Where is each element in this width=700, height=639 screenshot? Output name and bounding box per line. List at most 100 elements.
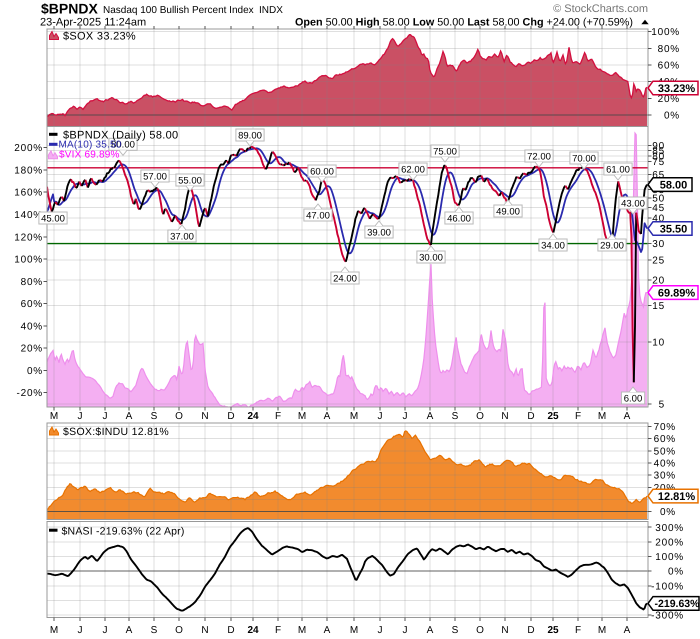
svg-text:$SOX:$INDU 12.81%: $SOX:$INDU 12.81% bbox=[63, 426, 169, 438]
svg-text:S: S bbox=[151, 625, 158, 636]
svg-text:-100%: -100% bbox=[651, 581, 684, 592]
svg-text:50: 50 bbox=[652, 193, 665, 204]
svg-text:F: F bbox=[275, 625, 281, 636]
svg-text:M: M bbox=[598, 411, 606, 422]
svg-text:35.50: 35.50 bbox=[660, 223, 688, 235]
svg-text:D: D bbox=[527, 411, 534, 422]
svg-text:10: 10 bbox=[652, 337, 665, 348]
svg-text:O: O bbox=[476, 411, 484, 422]
svg-text:S: S bbox=[452, 411, 459, 422]
svg-text:S: S bbox=[452, 625, 459, 636]
svg-text:-300%: -300% bbox=[651, 611, 684, 622]
svg-text:30.00: 30.00 bbox=[419, 252, 443, 263]
svg-text:25: 25 bbox=[547, 625, 559, 636]
svg-text:30: 30 bbox=[652, 239, 665, 250]
svg-text:58.00: 58.00 bbox=[660, 179, 688, 191]
svg-text:100%: 100% bbox=[14, 255, 43, 266]
svg-text:24.00: 24.00 bbox=[333, 273, 357, 284]
svg-text:140%: 140% bbox=[14, 210, 43, 221]
svg-text:20%: 20% bbox=[21, 344, 43, 355]
svg-text:72.00: 72.00 bbox=[527, 151, 551, 162]
svg-text:A: A bbox=[126, 411, 133, 422]
svg-text:N: N bbox=[501, 625, 508, 636]
svg-text:M: M bbox=[350, 625, 358, 636]
svg-text:F: F bbox=[275, 411, 281, 422]
svg-text:85: 85 bbox=[652, 146, 665, 157]
svg-text:24: 24 bbox=[247, 411, 259, 422]
svg-text:A: A bbox=[126, 625, 133, 636]
svg-text:20%: 20% bbox=[654, 483, 676, 494]
svg-text:N: N bbox=[201, 625, 208, 636]
svg-text:100%: 100% bbox=[655, 552, 684, 563]
svg-text:20%: 20% bbox=[658, 94, 680, 105]
svg-text:80.00: 80.00 bbox=[111, 140, 135, 151]
svg-text:N: N bbox=[501, 411, 508, 422]
svg-text:J: J bbox=[403, 625, 408, 636]
svg-text:A: A bbox=[324, 411, 331, 422]
svg-text:MA(10) 35.50: MA(10) 35.50 bbox=[59, 139, 122, 150]
svg-text:INDX: INDX bbox=[259, 5, 283, 16]
svg-text:89.00: 89.00 bbox=[238, 130, 262, 141]
svg-text:S: S bbox=[151, 411, 158, 422]
svg-text:-20%: -20% bbox=[16, 388, 43, 399]
svg-text:M: M bbox=[598, 625, 606, 636]
svg-text:A: A bbox=[624, 625, 631, 636]
svg-text:55.00: 55.00 bbox=[178, 175, 202, 186]
svg-text:60%: 60% bbox=[21, 299, 43, 310]
svg-text:O: O bbox=[175, 411, 183, 422]
svg-text:O: O bbox=[175, 625, 183, 636]
svg-text:60.00: 60.00 bbox=[310, 166, 334, 177]
svg-text:75.00: 75.00 bbox=[433, 146, 457, 157]
svg-text:75: 75 bbox=[652, 157, 665, 168]
svg-text:46.00: 46.00 bbox=[447, 213, 471, 224]
svg-text:180%: 180% bbox=[14, 166, 43, 177]
svg-text:M: M bbox=[50, 625, 58, 636]
svg-text:200%: 200% bbox=[655, 537, 684, 548]
svg-text:Open 50.00 High 58.00 Low 50.0: Open 50.00 High 58.00 Low 50.00 Last 58.… bbox=[295, 17, 633, 29]
svg-text:D: D bbox=[227, 411, 234, 422]
svg-text:80: 80 bbox=[652, 151, 665, 162]
svg-text:-219.63%: -219.63% bbox=[655, 598, 700, 610]
svg-text:J: J bbox=[103, 411, 108, 422]
svg-text:120%: 120% bbox=[14, 232, 43, 243]
svg-text:F: F bbox=[575, 411, 581, 422]
svg-text:Nasdaq 100 Bullish Percent Ind: Nasdaq 100 Bullish Percent Index bbox=[103, 5, 254, 16]
svg-text:6.00: 6.00 bbox=[624, 393, 643, 404]
svg-text:80%: 80% bbox=[658, 44, 680, 55]
svg-text:D: D bbox=[227, 625, 234, 636]
svg-text:69.89%: 69.89% bbox=[658, 287, 696, 299]
svg-text:40%: 40% bbox=[21, 321, 43, 332]
svg-text:160%: 160% bbox=[14, 188, 43, 199]
svg-text:M: M bbox=[298, 625, 306, 636]
svg-text:80%: 80% bbox=[21, 277, 43, 288]
svg-text:70.00: 70.00 bbox=[572, 153, 596, 164]
svg-text:15: 15 bbox=[652, 301, 665, 312]
svg-text:45: 45 bbox=[652, 203, 665, 214]
svg-text:24: 24 bbox=[247, 625, 259, 636]
svg-text:$BPNDX (Daily) 58.00: $BPNDX (Daily) 58.00 bbox=[63, 129, 178, 141]
svg-text:30%: 30% bbox=[654, 471, 676, 482]
svg-text:70%: 70% bbox=[654, 422, 676, 433]
svg-text:$NASI -219.63% (22 Apr): $NASI -219.63% (22 Apr) bbox=[62, 525, 185, 537]
svg-text:43.00: 43.00 bbox=[621, 198, 645, 209]
svg-text:60%: 60% bbox=[654, 434, 676, 445]
svg-text:0%: 0% bbox=[27, 366, 43, 377]
svg-text:49.00: 49.00 bbox=[496, 206, 520, 217]
svg-text:A: A bbox=[427, 625, 434, 636]
svg-text:J: J bbox=[403, 411, 408, 422]
svg-text:300%: 300% bbox=[655, 523, 684, 534]
svg-text:0%: 0% bbox=[664, 111, 680, 122]
svg-text:25: 25 bbox=[547, 411, 559, 422]
svg-text:A: A bbox=[624, 411, 631, 422]
svg-text:25: 25 bbox=[652, 255, 665, 266]
svg-text:N: N bbox=[201, 411, 208, 422]
svg-text:$SOX 33.23%: $SOX 33.23% bbox=[63, 31, 136, 43]
svg-text:40%: 40% bbox=[654, 459, 676, 470]
svg-text:33.23%: 33.23% bbox=[658, 83, 696, 95]
svg-text:40: 40 bbox=[652, 213, 665, 224]
svg-text:J: J bbox=[78, 625, 83, 636]
svg-text:65: 65 bbox=[652, 170, 665, 181]
svg-text:J: J bbox=[78, 411, 83, 422]
svg-text:57.00: 57.00 bbox=[143, 171, 167, 182]
svg-text:62.00: 62.00 bbox=[401, 164, 425, 175]
